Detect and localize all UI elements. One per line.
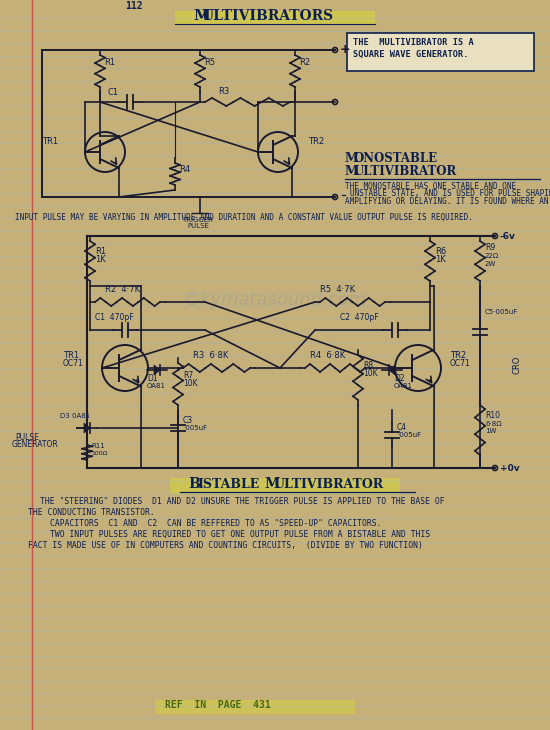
Polygon shape xyxy=(154,365,160,375)
Text: C2  470pF: C2 470pF xyxy=(340,313,378,322)
FancyBboxPatch shape xyxy=(347,33,534,71)
Text: R4: R4 xyxy=(179,165,190,174)
Text: D3 0A81: D3 0A81 xyxy=(60,413,90,419)
Text: ULTIVIBRATOR: ULTIVIBRATOR xyxy=(354,165,457,178)
Text: PULSE: PULSE xyxy=(187,223,209,229)
Text: TWO INPUT PULSES ARE REQUIRED TO GET ONE OUTPUT PULSE FROM A BISTABLE AND THIS: TWO INPUT PULSES ARE REQUIRED TO GET ONE… xyxy=(50,530,430,539)
Polygon shape xyxy=(84,423,90,433)
Text: R5  4·7K: R5 4·7K xyxy=(320,285,355,294)
Text: -6v: -6v xyxy=(500,232,516,241)
Text: THE MONOSTABLE HAS ONE STABLE AND ONE: THE MONOSTABLE HAS ONE STABLE AND ONE xyxy=(345,182,516,191)
Text: THE CONDUCTING TRANSISTOR.: THE CONDUCTING TRANSISTOR. xyxy=(28,508,155,517)
Text: ·005uF: ·005uF xyxy=(183,425,207,431)
Text: REF  IN  PAGE  431: REF IN PAGE 431 xyxy=(165,700,271,710)
Text: D1: D1 xyxy=(147,374,158,383)
Text: 1K: 1K xyxy=(95,255,106,264)
Text: ·005uF: ·005uF xyxy=(397,432,421,438)
Text: M: M xyxy=(193,9,210,23)
FancyBboxPatch shape xyxy=(155,700,355,714)
Text: 10K: 10K xyxy=(183,379,197,388)
Text: THE "STEERING" DIODES  D1 AND D2 UNSURE THE TRIGGER PULSE IS APPLIED TO THE BASE: THE "STEERING" DIODES D1 AND D2 UNSURE T… xyxy=(40,497,444,506)
Text: C4: C4 xyxy=(397,423,407,432)
Text: ISTABLE: ISTABLE xyxy=(197,478,259,491)
Text: FACT IS MADE USE OF IN COMPUTERS AND COUNTING CIRCUITS,  (DIVIDE BY TWO FUNCTION: FACT IS MADE USE OF IN COMPUTERS AND COU… xyxy=(28,541,423,550)
Text: M: M xyxy=(345,165,359,178)
Text: 2W: 2W xyxy=(485,261,496,267)
Text: TRIGGER: TRIGGER xyxy=(182,217,213,223)
Polygon shape xyxy=(389,365,395,375)
Text: OC71: OC71 xyxy=(63,359,84,368)
FancyBboxPatch shape xyxy=(170,478,400,494)
Text: ©kymatasound.com: ©kymatasound.com xyxy=(183,291,367,309)
Text: AMPLIFYING OR DELAYING. IT IS FOUND WHERE AN: AMPLIFYING OR DELAYING. IT IS FOUND WHER… xyxy=(345,197,548,206)
Text: R10: R10 xyxy=(485,411,500,420)
Text: C3: C3 xyxy=(183,416,193,425)
Text: 100Ω: 100Ω xyxy=(91,451,107,456)
Text: C1  470pF: C1 470pF xyxy=(95,313,134,322)
Text: OA81: OA81 xyxy=(147,383,166,389)
Text: ULTIVIBRATORS: ULTIVIBRATORS xyxy=(202,9,334,23)
Text: 1W: 1W xyxy=(485,428,496,434)
Text: 10K: 10K xyxy=(363,369,378,378)
Text: R5: R5 xyxy=(204,58,215,67)
Text: 22Ω: 22Ω xyxy=(485,253,499,259)
Text: +0v: +0v xyxy=(500,464,520,473)
Text: ULTIVIBRATOR: ULTIVIBRATOR xyxy=(274,478,384,491)
Text: ONOSTABLE: ONOSTABLE xyxy=(354,152,438,165)
Text: +: + xyxy=(340,43,351,56)
Text: SQUARE WAVE GENERATOR.: SQUARE WAVE GENERATOR. xyxy=(353,50,469,59)
Text: D2: D2 xyxy=(394,374,405,383)
Text: TR1: TR1 xyxy=(63,351,79,360)
Text: M: M xyxy=(345,152,359,165)
Text: THE  MULTIVIBRATOR IS A: THE MULTIVIBRATOR IS A xyxy=(353,38,474,47)
Text: OC71: OC71 xyxy=(450,359,471,368)
Text: UNSTABLE STATE, AND IS USED FOR PULSE SHAPING,: UNSTABLE STATE, AND IS USED FOR PULSE SH… xyxy=(350,189,550,198)
Text: CAPACITORS  C1 AND  C2  CAN BE REFFERED TO AS "SPEED-UP" CAPACITORS.: CAPACITORS C1 AND C2 CAN BE REFFERED TO … xyxy=(50,519,382,528)
Text: 112: 112 xyxy=(125,1,142,11)
Text: C1: C1 xyxy=(108,88,119,97)
Text: TR2: TR2 xyxy=(450,351,466,360)
Text: R3: R3 xyxy=(218,87,229,96)
Text: 6·8Ω: 6·8Ω xyxy=(485,421,502,427)
Text: R1: R1 xyxy=(95,247,106,256)
Text: CRO: CRO xyxy=(513,356,522,374)
Text: R8: R8 xyxy=(363,361,373,370)
Text: M: M xyxy=(264,477,279,491)
Text: R2: R2 xyxy=(299,58,310,67)
Text: R11: R11 xyxy=(91,443,104,449)
Text: 1K: 1K xyxy=(435,255,446,264)
Text: R3  6·8K: R3 6·8K xyxy=(193,351,228,360)
Text: C5·005uF: C5·005uF xyxy=(485,309,518,315)
Text: GENERATOR: GENERATOR xyxy=(12,440,59,449)
Text: R9: R9 xyxy=(485,243,495,252)
Text: R2  4·7K: R2 4·7K xyxy=(105,285,140,294)
Text: INPUT PULSE MAY BE VARYING IN AMPLITUDE AND DURATION AND A CONSTANT VALUE OUTPUT: INPUT PULSE MAY BE VARYING IN AMPLITUDE … xyxy=(15,213,473,222)
Text: PULSE: PULSE xyxy=(15,433,39,442)
Text: OA81: OA81 xyxy=(394,383,413,389)
Text: R1: R1 xyxy=(104,58,115,67)
Text: R4  6·8K: R4 6·8K xyxy=(310,351,345,360)
Text: TR1: TR1 xyxy=(42,137,58,146)
Text: TR2: TR2 xyxy=(308,137,324,146)
Text: B: B xyxy=(188,477,200,491)
Text: R6: R6 xyxy=(435,247,446,256)
FancyBboxPatch shape xyxy=(175,11,375,25)
Text: R7: R7 xyxy=(183,371,193,380)
